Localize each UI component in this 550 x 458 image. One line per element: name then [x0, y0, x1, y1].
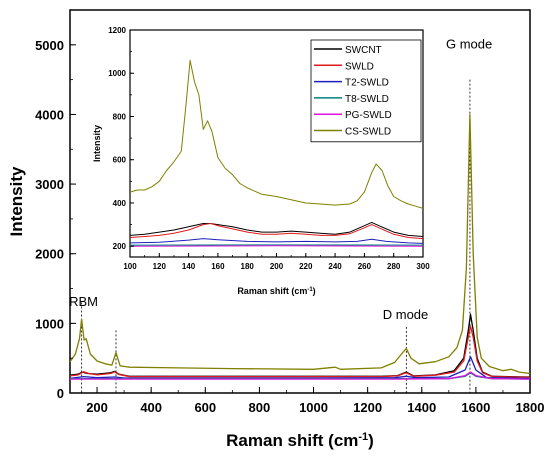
main-series-line-pg-swld	[70, 371, 531, 380]
legend-label: CS-SWLD	[345, 127, 391, 138]
inset-x-tick-label: 240	[328, 262, 342, 271]
inset-y-tick-label: 200	[113, 242, 127, 251]
inset-x-tick-label: 180	[241, 262, 255, 271]
inset-y-tick-label: 1200	[108, 26, 126, 35]
inset-x-tick-label: 140	[182, 262, 196, 271]
inset-series-line-t2-swld	[129, 238, 424, 244]
inset-y-tick-label: 400	[113, 199, 127, 208]
main-series-line-t2-swld	[69, 356, 531, 380]
legend-label: T2-SWLD	[345, 78, 389, 89]
inset-series-line-swcnt	[129, 221, 424, 237]
inset-y-axis-label: Intensity	[92, 125, 102, 162]
inset-x-tick-label: 300	[416, 262, 430, 271]
inset-series-line-swld	[129, 223, 424, 240]
main-x-axis-label: Raman shift (cm-1)	[226, 431, 374, 450]
legend-label: T8-SWLD	[345, 94, 389, 105]
inset-series-line-cs-swld	[129, 59, 424, 209]
peak-annotation: RBM	[69, 294, 98, 309]
inset-x-axis-label: Raman shift (cm-1)	[237, 286, 315, 296]
inset-y-tick-label: 1000	[108, 69, 126, 78]
inset-x-tick-label: 220	[299, 262, 313, 271]
main-x-tick-label: 1600	[461, 400, 490, 415]
main-series-line-swld	[69, 325, 531, 378]
main-x-tick-label: 1800	[516, 400, 545, 415]
main-x-tick-label: 800	[249, 400, 271, 415]
peak-annotation: G mode	[446, 36, 492, 51]
legend-box	[310, 39, 422, 143]
inset-plot: 100 120 140 160 180 200 220 240 260 280 300 200 400 6…	[92, 26, 430, 296]
inset-x-tick-label: 260	[358, 262, 372, 271]
legend-label: PG-SWLD	[345, 110, 392, 121]
inset-x-tick-label: 160	[211, 262, 225, 271]
main-y-tick-label: 1000	[35, 316, 64, 331]
main-y-axis-label: Intensity	[7, 166, 26, 236]
inset-y-tick-label: 600	[113, 156, 127, 165]
main-y-tick-label: 3000	[35, 177, 64, 192]
main-x-tick-label: 400	[140, 400, 162, 415]
inset-x-tick-label: 200	[270, 262, 284, 271]
main-x-tick-label: 600	[194, 400, 216, 415]
main-y-tick-label: 4000	[35, 107, 64, 122]
legend: SWCNT SWLD T2-SWLD T8-SWLD PG-SWLD CS-SWLD	[310, 39, 422, 143]
main-y-tick-label: 5000	[35, 38, 64, 53]
inset-x-tick-label: 280	[387, 262, 401, 271]
main-y-tick-label: 2000	[35, 247, 64, 262]
main-x-tick-label: 200	[86, 400, 108, 415]
legend-label: SWCNT	[345, 45, 382, 56]
inset-x-tick-label: 120	[153, 262, 167, 271]
legend-label: SWLD	[345, 61, 374, 72]
main-series-line-cs-swld	[69, 113, 531, 375]
main-x-tick-label: 1000	[299, 400, 328, 415]
main-y-tick-label: 0	[57, 386, 64, 401]
peak-annotation: D mode	[383, 307, 429, 322]
main-x-tick-label: 1200	[353, 400, 382, 415]
inset-y-tick-label: 800	[113, 112, 127, 121]
inset-x-tick-label: 100	[123, 262, 137, 271]
main-x-tick-label: 1400	[407, 400, 436, 415]
